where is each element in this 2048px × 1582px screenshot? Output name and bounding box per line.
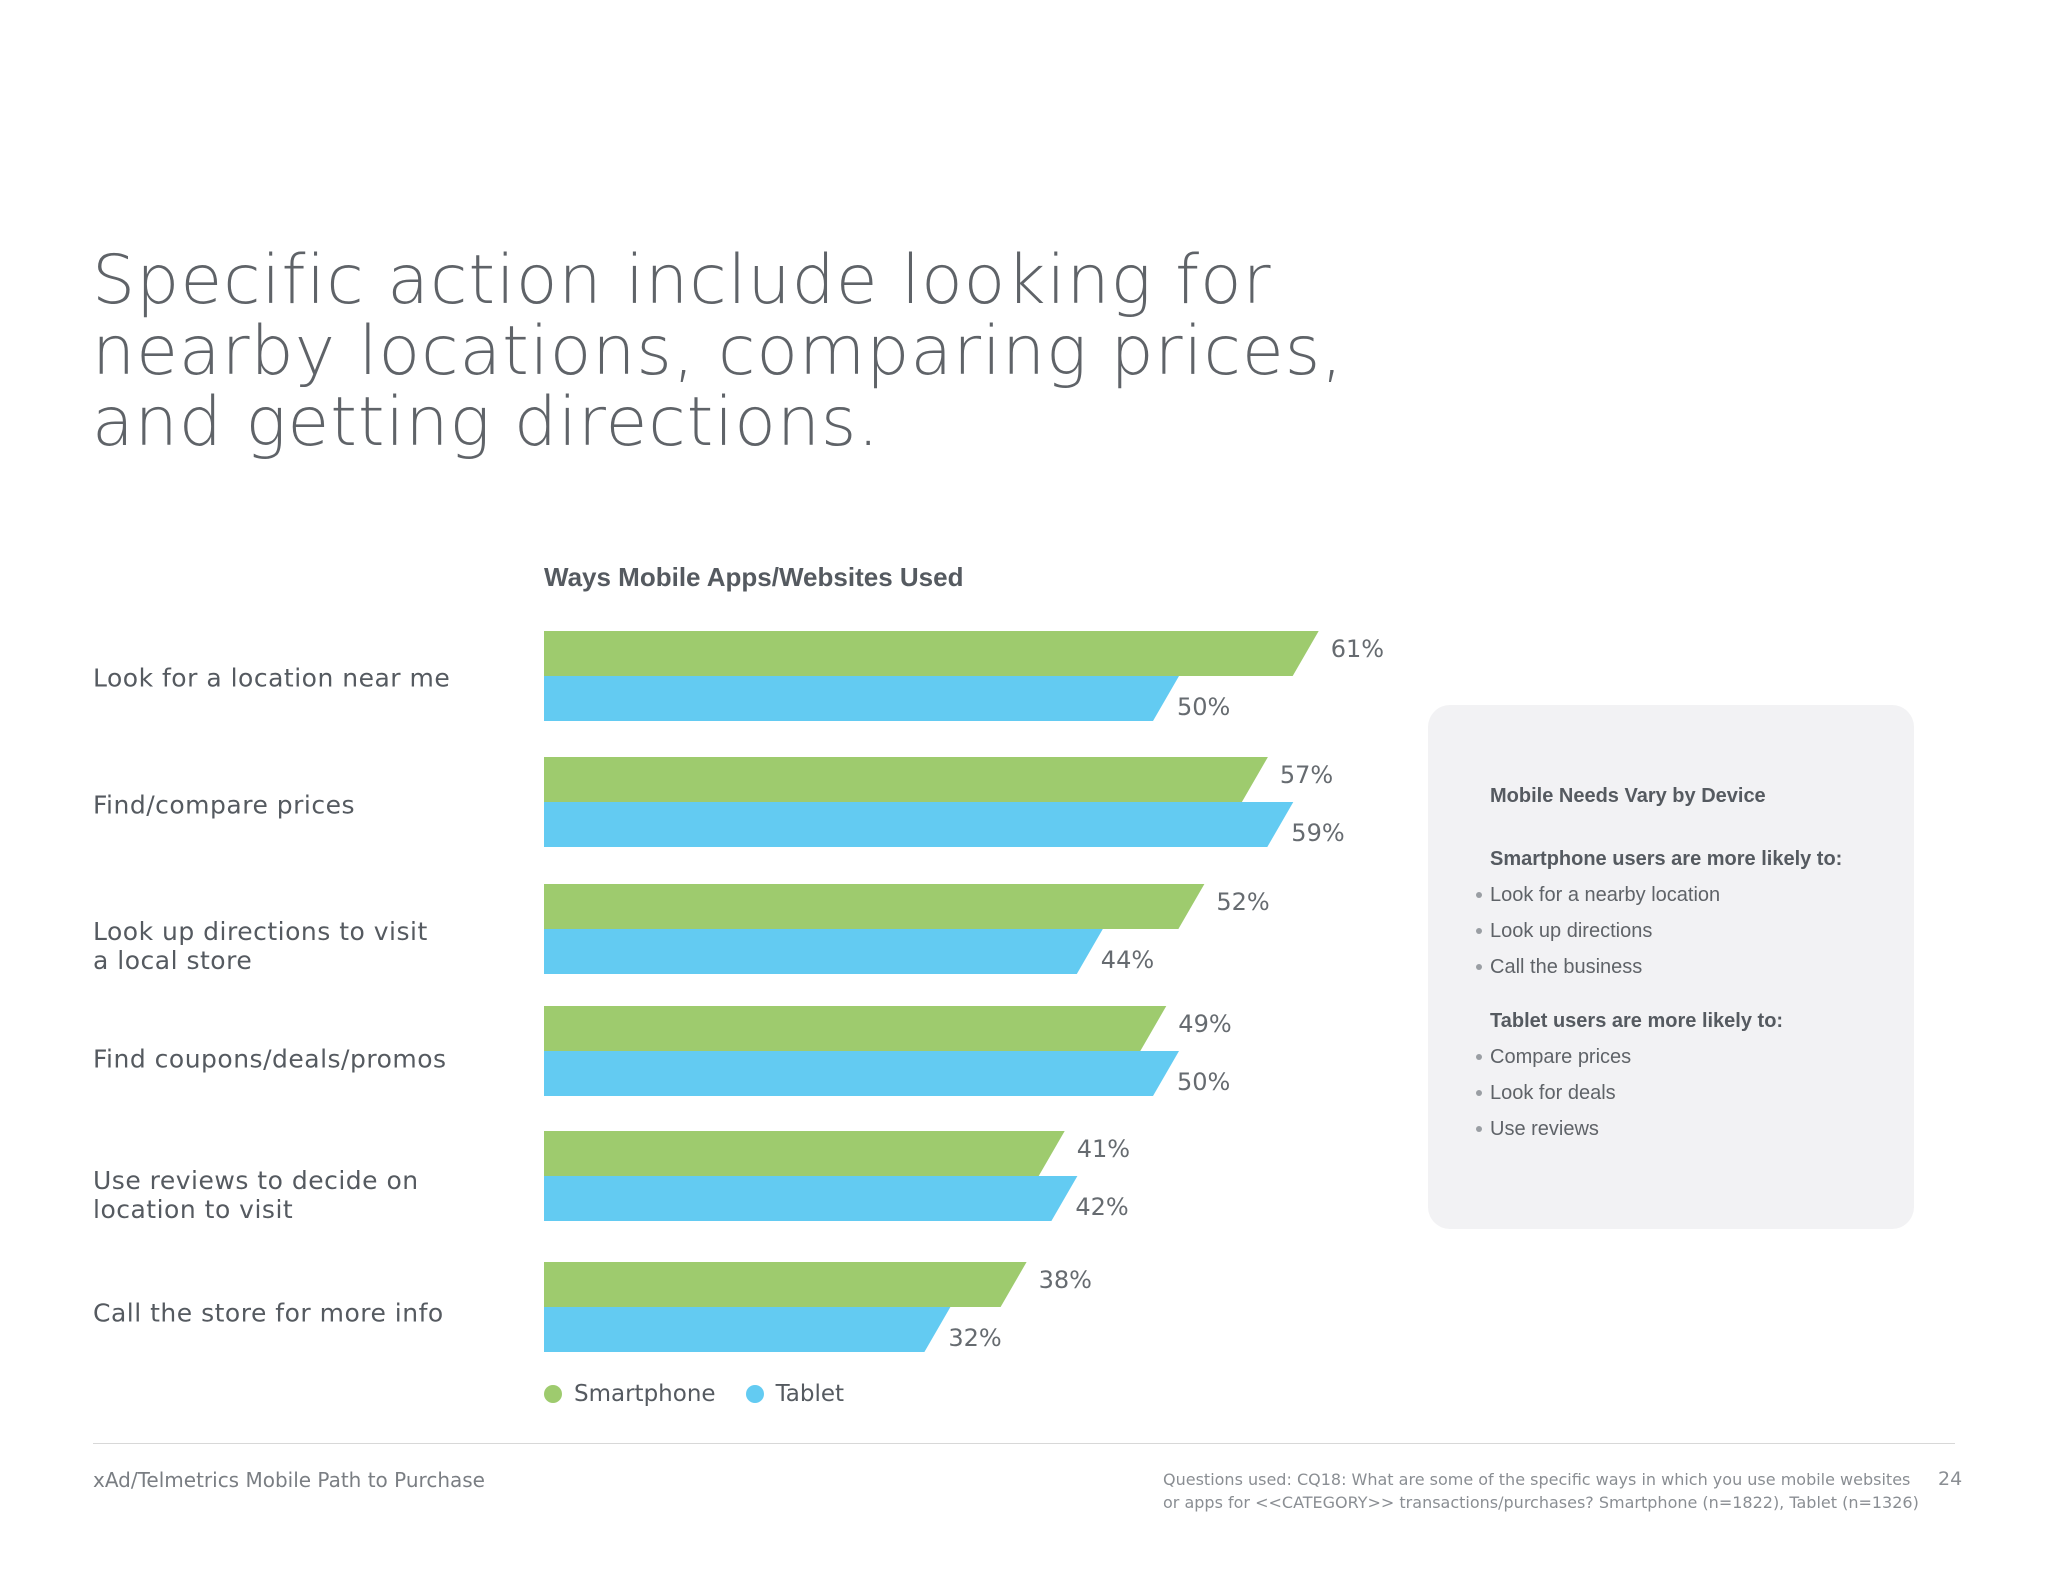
list-item: Look up directions (1476, 913, 1720, 949)
smartphone-legend-dot (544, 1385, 562, 1403)
panel-title: Mobile Needs Vary by Device (1490, 785, 1766, 807)
footer-questions: Questions used: CQ18: What are some of t… (1163, 1470, 1919, 1512)
footer-divider (93, 1443, 1955, 1444)
tablet-list: Compare prices Look for deals Use review… (1476, 1039, 1631, 1147)
tablet-bar (544, 802, 1294, 847)
tablet-heading: Tablet users are more likely to: (1490, 1010, 1784, 1032)
tablet-value-label: 50% (1177, 1068, 1230, 1096)
tablet-bar (544, 1051, 1179, 1096)
list-item-text: Use reviews (1490, 1118, 1599, 1140)
tablet-bar (544, 929, 1103, 974)
tablet-value-label: 42% (1075, 1193, 1128, 1221)
tablet-value-label: 59% (1291, 819, 1344, 847)
list-item: Call the business (1476, 949, 1720, 985)
smartphone-bar (544, 1131, 1065, 1176)
smartphone-value-label: 57% (1280, 761, 1333, 789)
category-label: Find coupons/deals/promos (93, 1044, 447, 1074)
bullet-icon (1476, 964, 1482, 970)
list-item-text: Look for deals (1490, 1082, 1616, 1104)
smartphone-value-label: 49% (1178, 1010, 1231, 1038)
tablet-value-label: 44% (1101, 946, 1154, 974)
legend-item-smartphone: Smartphone (544, 1381, 716, 1407)
category-label: Look up directions to visit a local stor… (93, 917, 428, 975)
tablet-value-label: 50% (1177, 693, 1230, 721)
tablet-value-label: 32% (948, 1324, 1001, 1352)
list-item-text: Look for a nearby location (1490, 884, 1721, 906)
smartphone-bar (544, 757, 1268, 802)
list-item-text: Call the business (1490, 956, 1643, 978)
list-item-text: Look up directions (1490, 920, 1653, 942)
smartphone-bar (544, 1262, 1027, 1307)
smartphone-bar (544, 1006, 1167, 1051)
smartphone-value-label: 38% (1039, 1266, 1092, 1294)
footer-source: xAd/Telmetrics Mobile Path to Purchase (93, 1468, 485, 1492)
chart-title: Ways Mobile Apps/Websites Used (544, 562, 964, 592)
smartphone-heading: Smartphone users are more likely to: (1490, 848, 1843, 870)
legend-label-tablet: Tablet (775, 1381, 845, 1407)
category-label: Call the store for more info (93, 1298, 444, 1328)
bullet-icon (1476, 892, 1482, 898)
list-item: Look for a nearby location (1476, 877, 1720, 913)
legend-item-tablet: Tablet (745, 1381, 845, 1407)
tablet-bar (544, 676, 1179, 721)
list-item: Use reviews (1476, 1111, 1631, 1147)
bullet-icon (1476, 1090, 1482, 1096)
legend-label-smartphone: Smartphone (574, 1381, 716, 1407)
device-needs-panel: Mobile Needs Vary by Device Smartphone u… (1428, 705, 1914, 1229)
bullet-icon (1476, 928, 1482, 934)
smartphone-bar (544, 884, 1205, 929)
page-headline: Specific action include looking for near… (92, 241, 1344, 462)
category-label: Look for a location near me (93, 663, 451, 693)
smartphone-value-label: 41% (1077, 1135, 1130, 1163)
tablet-bar (544, 1176, 1078, 1221)
smartphone-bar (544, 631, 1319, 676)
chart-legend: Smartphone Tablet (544, 1381, 874, 1407)
smartphone-list: Look for a nearby location Look up direc… (1476, 877, 1720, 985)
page-number: 24 (1938, 1468, 1963, 1490)
category-label: Find/compare prices (93, 790, 356, 820)
category-label: Use reviews to decide on location to vis… (93, 1166, 419, 1224)
tablet-bar (544, 1307, 951, 1352)
bullet-icon (1476, 1054, 1482, 1060)
list-item: Compare prices (1476, 1039, 1631, 1075)
smartphone-value-label: 52% (1216, 888, 1269, 916)
list-item: Look for deals (1476, 1075, 1631, 1111)
smartphone-value-label: 61% (1331, 635, 1384, 663)
tablet-legend-dot (745, 1385, 764, 1403)
list-item-text: Compare prices (1490, 1046, 1632, 1068)
bullet-icon (1476, 1126, 1482, 1132)
